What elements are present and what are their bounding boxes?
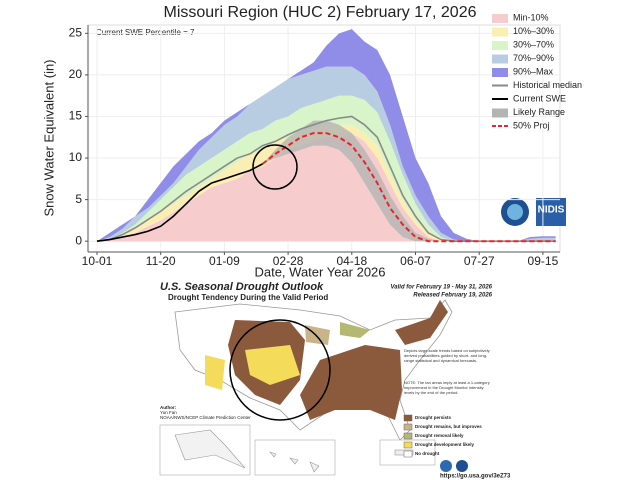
legend-swatch bbox=[492, 41, 508, 50]
legend-label: Current SWE bbox=[513, 93, 566, 103]
map-legend-swatch bbox=[403, 432, 413, 440]
annotation: Current SWE Percentile = 7 bbox=[96, 28, 195, 37]
x-tick-label: 04-18 bbox=[336, 254, 367, 268]
alaska bbox=[174, 429, 246, 469]
legend-label: 10%–30% bbox=[513, 26, 554, 36]
hawaii bbox=[269, 451, 320, 473]
highlight-circle bbox=[252, 144, 298, 190]
percentile-band bbox=[97, 133, 556, 242]
y-tick-label: 20 bbox=[69, 67, 83, 81]
legend-label: Min-10% bbox=[513, 12, 549, 22]
map-legend-label: Drought removal likely bbox=[415, 433, 464, 438]
y-tick-label: 0 bbox=[75, 233, 82, 247]
y-axis-label: Snow Water Equivalent (in) bbox=[41, 59, 56, 216]
map-note-text: Depicts large-scale trends based on subj… bbox=[404, 348, 490, 363]
region-development bbox=[245, 345, 300, 385]
region-persists bbox=[300, 345, 402, 420]
x-tick-label: 07-27 bbox=[464, 254, 495, 268]
map-subtitle: Drought Tendency During the Valid Period bbox=[168, 293, 328, 302]
y-tick-label: 5 bbox=[75, 192, 82, 206]
legend-label: 90%–Max bbox=[513, 66, 554, 76]
legend-swatch bbox=[492, 14, 508, 23]
legend-swatch bbox=[492, 54, 508, 64]
likely-range bbox=[262, 120, 441, 242]
x-tick-label: 09-15 bbox=[528, 254, 559, 268]
y-tick-label: 25 bbox=[69, 25, 83, 39]
region-removal bbox=[340, 322, 370, 338]
map-legend-label: Drought development likely bbox=[415, 442, 475, 447]
series-line bbox=[96, 115, 556, 242]
map-legend-label: Drought persists bbox=[415, 415, 452, 420]
legend-label: Historical median bbox=[513, 80, 582, 90]
legend-label: Likely Range bbox=[513, 107, 565, 117]
hawaii-inset bbox=[254, 439, 336, 476]
legend-swatch bbox=[492, 27, 508, 37]
legend-label: 30%–70% bbox=[513, 39, 554, 49]
map-legend-label: Drought remains, but improves bbox=[415, 424, 482, 429]
legend-swatch bbox=[492, 68, 508, 77]
noaa-logo-small bbox=[456, 460, 468, 472]
legend-swatch bbox=[492, 108, 508, 118]
series-line bbox=[96, 163, 263, 242]
region-development bbox=[205, 355, 225, 390]
map-legend-swatch bbox=[403, 450, 413, 458]
map-note: Depicts large-scale trends based on subj… bbox=[404, 348, 490, 363]
nws-logo bbox=[440, 460, 452, 472]
chart-title: Missouri Region (HUC 2) February 17, 202… bbox=[163, 4, 476, 21]
map-author: Yun Fan bbox=[160, 410, 177, 415]
x-tick-label: 01-09 bbox=[209, 254, 240, 268]
map-note-text: NOTE: The tan areas imply at least a 1-c… bbox=[404, 380, 490, 395]
map-author: NOAA/NWS/NCEP Climate Prediction Center bbox=[160, 415, 251, 420]
map-url: https://go.usa.gov/3eZ73 bbox=[440, 474, 511, 480]
map-note: NOTE: The tan areas imply at least a 1-c… bbox=[404, 380, 490, 395]
x-tick-label: 06-07 bbox=[400, 254, 431, 268]
region-improves bbox=[305, 325, 330, 345]
map-title: U.S. Seasonal Drought Outlook bbox=[160, 281, 324, 293]
x-tick-label: 02-28 bbox=[273, 254, 304, 268]
x-tick-label: 10-01 bbox=[82, 254, 113, 268]
nidis-logo bbox=[536, 198, 566, 226]
map-legend-swatch bbox=[403, 441, 413, 449]
map-author: Author: bbox=[160, 405, 177, 410]
highlight-circle bbox=[229, 319, 331, 421]
map-legend-label: No drought bbox=[415, 451, 440, 456]
release-date: Released February 19, 2026 bbox=[413, 293, 492, 299]
drought-map: U.S. Seasonal Drought Outlook Drought Te… bbox=[159, 281, 511, 480]
nidis-logo-text: NIDIS bbox=[538, 205, 565, 216]
region-persists bbox=[395, 300, 448, 345]
legend-label: 70%–90% bbox=[513, 53, 554, 63]
plot bbox=[88, 25, 560, 252]
y-tick-label: 10 bbox=[69, 150, 83, 164]
legend: Min-10% 10%–30% 30%–70% 70%–90% 90%–Max Histo… bbox=[492, 12, 582, 130]
legend-label: 50% Proj bbox=[513, 120, 550, 130]
y-tick-label: 15 bbox=[69, 109, 83, 123]
x-axis-label: Date, Water Year 2026 bbox=[254, 264, 385, 279]
x-tick-label: 11-20 bbox=[146, 254, 176, 268]
map-legend-swatch bbox=[403, 414, 413, 422]
series-line bbox=[262, 132, 556, 243]
map-legend-swatch bbox=[403, 423, 413, 431]
valid-dates: Valid for February 19 - May 31, 2026 bbox=[391, 285, 493, 291]
noaa-logo-inner bbox=[507, 204, 523, 220]
